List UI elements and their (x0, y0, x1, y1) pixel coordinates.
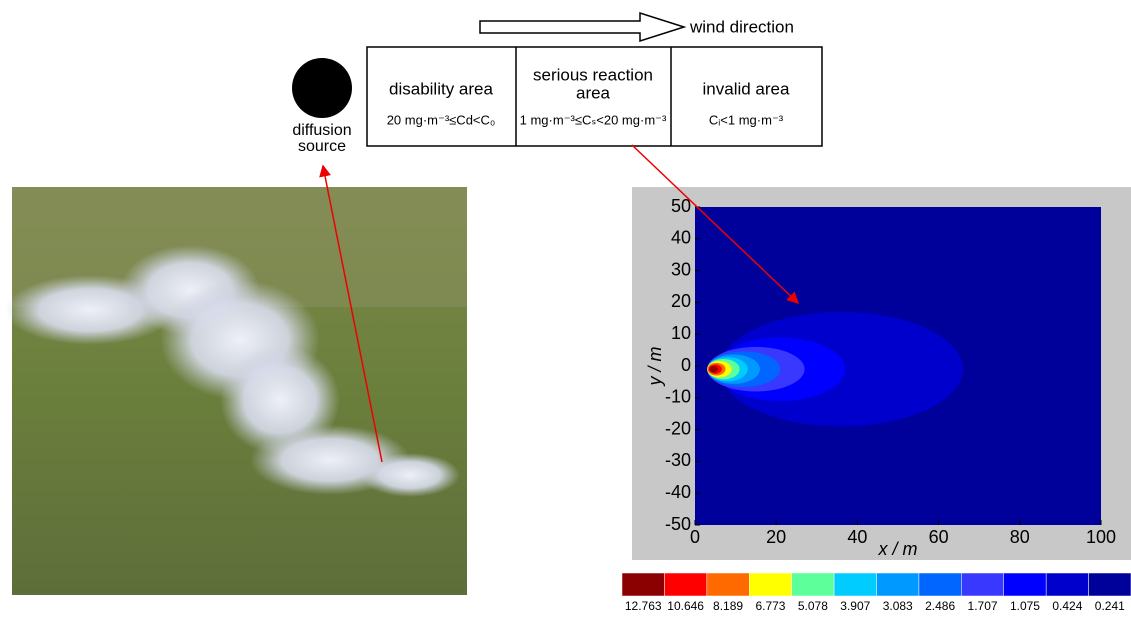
x-tick-label: 100 (1086, 527, 1116, 547)
contour-band (710, 366, 718, 372)
zone-title: serious reaction (533, 65, 653, 84)
colorbar-label: 5.078 (798, 599, 828, 613)
colorbar-cell (1004, 573, 1046, 596)
zone-title: invalid area (703, 79, 790, 98)
colorbar-cell (792, 573, 834, 596)
source-dot (292, 58, 352, 118)
colorbar-cell (919, 573, 961, 596)
zone-condition: Cᵢ<1 mg·m⁻³ (709, 112, 784, 127)
colorbar-cell (622, 573, 664, 596)
zone-condition: 20 mg·m⁻³≤Cd<C₀ (387, 112, 496, 127)
colorbar-cell (664, 573, 706, 596)
x-tick-label: 80 (1010, 527, 1030, 547)
zone-title: area (576, 83, 611, 102)
colorbar-label: 0.424 (1052, 599, 1082, 613)
colorbar-label: 1.707 (968, 599, 998, 613)
zone-condition: 1 mg·m⁻³≤Cₛ<20 mg·m⁻³ (520, 112, 667, 127)
colorbar-cell (834, 573, 876, 596)
colorbar-cell (707, 573, 749, 596)
y-tick-label: 40 (671, 228, 691, 248)
colorbar-cell (877, 573, 919, 596)
y-tick-label: -20 (665, 418, 691, 438)
y-tick-label: -10 (665, 387, 691, 407)
y-tick-label: 10 (671, 323, 691, 343)
colorbar-label: 3.907 (840, 599, 870, 613)
colorbar-label: 8.189 (713, 599, 743, 613)
colorbar-cell (961, 573, 1003, 596)
colorbar-label: 2.486 (925, 599, 955, 613)
colorbar-cell (749, 573, 791, 596)
colorbar-label: 10.646 (667, 599, 704, 613)
colorbar-label: 0.241 (1095, 599, 1125, 613)
colorbar-label: 6.773 (755, 599, 785, 613)
wind-arrow (480, 13, 684, 41)
colorbar-cell (1046, 573, 1088, 596)
x-axis-label: x / m (878, 539, 918, 559)
x-tick-label: 40 (847, 527, 867, 547)
x-tick-label: 0 (690, 527, 700, 547)
zone-title: disability area (389, 79, 493, 98)
page: wind direction diffusion source 0 20 40 60 8… (0, 0, 1131, 615)
y-tick-label: 30 (671, 259, 691, 279)
smoke-photo (5, 187, 467, 595)
colorbar-cell (1089, 573, 1131, 596)
colorbar-label: 12.763 (625, 599, 662, 613)
y-tick-label: 0 (681, 355, 691, 375)
wind-label: wind direction (689, 17, 794, 36)
y-tick-label: 20 (671, 291, 691, 311)
source-label: diffusion (292, 122, 351, 139)
colorbar-label: 1.075 (1010, 599, 1040, 613)
y-tick-label: -30 (665, 450, 691, 470)
colorbar-label: 3.083 (883, 599, 913, 613)
source-label: source (298, 138, 346, 155)
x-tick-label: 20 (766, 527, 786, 547)
y-tick-label: -40 (665, 482, 691, 502)
y-axis-label: y / m (645, 346, 665, 387)
figure: wind direction diffusion source 0 20 40 60 8… (0, 0, 1131, 615)
y-tick-label: -50 (665, 514, 691, 534)
x-tick-label: 60 (929, 527, 949, 547)
